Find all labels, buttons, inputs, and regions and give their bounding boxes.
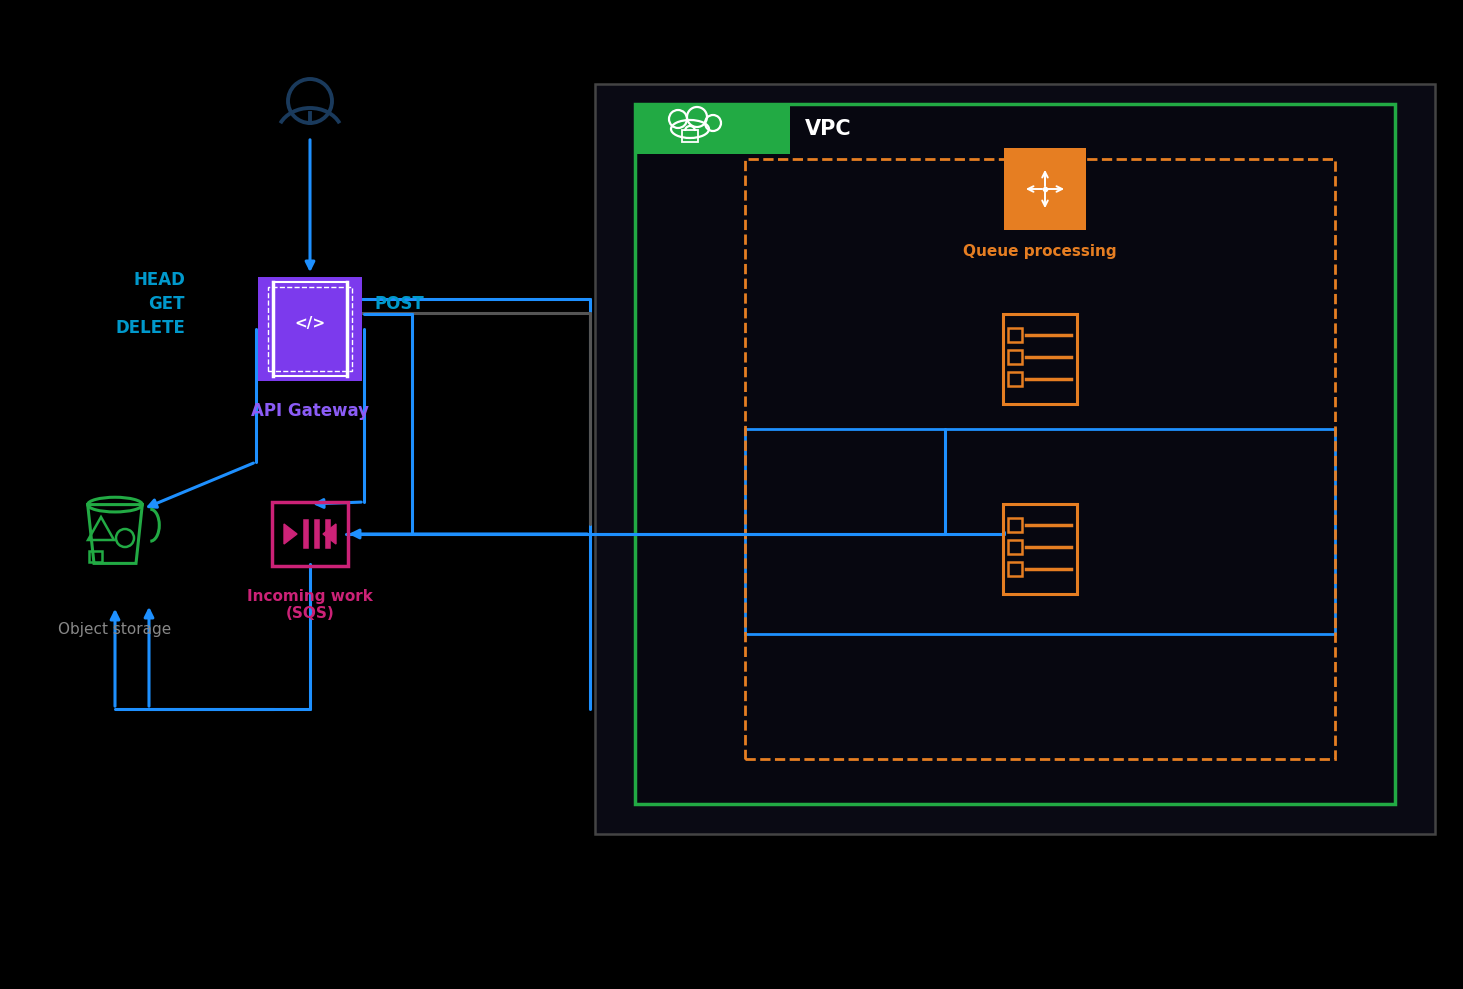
Text: Queue processing: Queue processing [963,244,1116,259]
FancyBboxPatch shape [257,277,361,381]
FancyBboxPatch shape [595,84,1435,834]
Text: HEAD
GET
DELETE: HEAD GET DELETE [116,271,184,336]
Text: API Gateway: API Gateway [252,402,369,420]
Text: VPC: VPC [805,119,851,139]
FancyBboxPatch shape [1004,148,1086,230]
Polygon shape [323,524,336,544]
Text: POST: POST [375,295,424,313]
Text: Incoming work
(SQS): Incoming work (SQS) [247,589,373,621]
FancyBboxPatch shape [635,104,790,154]
Polygon shape [284,524,297,544]
Text: </>: </> [294,315,326,330]
Text: Object storage: Object storage [59,622,171,637]
FancyBboxPatch shape [635,104,1396,804]
